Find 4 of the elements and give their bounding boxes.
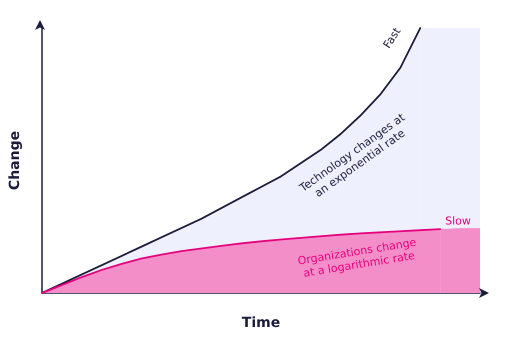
annotation: Slow bbox=[445, 214, 471, 228]
text: Organizations change at a logarithmic rate bbox=[296, 236, 418, 280]
y-axis-title: Change bbox=[7, 130, 23, 190]
x-axis-title: Time bbox=[242, 315, 280, 331]
